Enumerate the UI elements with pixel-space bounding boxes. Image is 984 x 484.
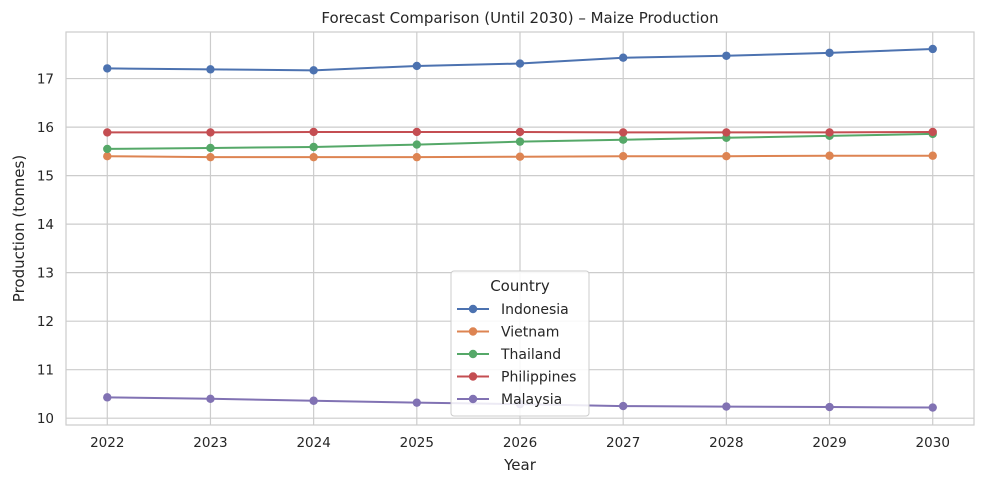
data-point-vietnam xyxy=(103,152,112,161)
legend-item-malaysia: Malaysia xyxy=(457,392,562,408)
data-point-vietnam xyxy=(618,152,628,161)
data-point-indonesia xyxy=(722,51,731,60)
legend-item-thailand: Thailand xyxy=(457,347,561,363)
data-point-indonesia xyxy=(309,66,318,75)
y-tick-label: 13 xyxy=(37,266,54,282)
data-point-thailand xyxy=(103,144,112,154)
legend-items: Indonesia Vietnam Thailand Philippines Malay… xyxy=(457,302,576,408)
y-tick-label: 10 xyxy=(37,411,54,427)
data-point-philippines xyxy=(515,127,525,137)
data-point-malaysia xyxy=(928,403,937,412)
data-point-vietnam xyxy=(928,151,937,160)
y-tick-label: 11 xyxy=(37,363,54,379)
legend-label: Malaysia xyxy=(501,392,562,408)
data-point-philippines xyxy=(722,128,731,137)
data-point-malaysia xyxy=(103,393,112,402)
x-axis-label: Year xyxy=(503,456,537,474)
x-tick-label: 2029 xyxy=(812,435,846,451)
legend-swatch-marker xyxy=(468,349,478,359)
data-point-indonesia xyxy=(825,48,834,58)
y-axis-label: Production (tonnes) xyxy=(10,155,28,302)
legend-label: Thailand xyxy=(500,347,561,363)
x-tick-label: 2025 xyxy=(400,435,434,451)
data-point-indonesia xyxy=(928,44,937,54)
data-point-vietnam xyxy=(825,151,834,160)
x-tick-labels: 2022 2023 2024 2025 2026 2027 2028 2029 2030 xyxy=(90,435,950,451)
data-point-vietnam xyxy=(309,152,318,162)
x-tick-label: 2023 xyxy=(193,435,227,451)
data-point-philippines xyxy=(309,127,318,137)
legend-label: Indonesia xyxy=(501,302,569,318)
data-point-indonesia xyxy=(618,53,628,62)
y-tick-label: 17 xyxy=(37,72,54,88)
data-point-indonesia xyxy=(412,61,422,71)
y-tick-labels: 10 11 12 13 14 15 16 17 xyxy=(37,72,54,428)
legend-item-vietnam: Vietnam xyxy=(457,325,559,341)
data-point-malaysia xyxy=(412,398,422,407)
legend-label: Vietnam xyxy=(501,325,559,341)
legend-title: Country xyxy=(490,277,550,295)
data-point-malaysia xyxy=(206,394,215,403)
legend-label: Philippines xyxy=(501,370,576,386)
data-point-indonesia xyxy=(206,65,215,74)
x-tick-label: 2030 xyxy=(916,435,950,451)
data-point-thailand xyxy=(412,140,422,149)
legend-item-indonesia: Indonesia xyxy=(457,302,569,318)
series-philippines xyxy=(103,127,937,137)
data-point-philippines xyxy=(928,127,937,137)
data-point-vietnam xyxy=(515,152,525,161)
data-point-vietnam xyxy=(206,152,215,162)
data-point-philippines xyxy=(618,128,628,137)
data-point-thailand xyxy=(309,142,318,152)
data-point-philippines xyxy=(206,128,215,137)
data-point-philippines xyxy=(103,128,112,137)
data-point-thailand xyxy=(515,137,525,146)
legend: Country Indonesia Vietnam Thailand Philippi… xyxy=(450,270,590,417)
data-point-thailand xyxy=(618,135,628,144)
plot-frame xyxy=(65,31,975,426)
data-point-malaysia xyxy=(825,402,834,412)
x-tick-label: 2026 xyxy=(503,435,537,451)
legend-swatch-marker xyxy=(468,327,478,336)
series-indonesia xyxy=(103,44,937,75)
legend-item-philippines: Philippines xyxy=(457,370,576,386)
legend-swatch-marker xyxy=(468,394,478,404)
data-point-thailand xyxy=(206,143,215,153)
x-tick-label: 2024 xyxy=(296,435,330,451)
x-tick-label: 2028 xyxy=(709,435,743,451)
chart-title: Forecast Comparison (Until 2030) – Maize… xyxy=(321,9,718,27)
y-tick-label: 16 xyxy=(37,120,54,136)
data-point-malaysia xyxy=(722,402,731,411)
data-point-philippines xyxy=(825,128,834,137)
series-vietnam xyxy=(103,151,937,162)
y-tick-label: 14 xyxy=(37,217,54,233)
legend-box xyxy=(450,270,590,417)
data-point-indonesia xyxy=(515,59,525,68)
legend-swatch-marker xyxy=(468,304,478,314)
legend-swatch-marker xyxy=(468,372,478,381)
data-point-vietnam xyxy=(722,152,731,161)
data-point-philippines xyxy=(412,127,422,137)
series-layer xyxy=(103,44,937,412)
y-tick-label: 12 xyxy=(37,314,54,330)
data-point-indonesia xyxy=(103,64,112,73)
data-point-malaysia xyxy=(618,401,628,411)
data-point-malaysia xyxy=(309,396,318,405)
x-tick-label: 2027 xyxy=(606,435,640,451)
data-point-vietnam xyxy=(412,152,422,162)
x-tick-label: 2022 xyxy=(90,435,124,451)
y-tick-label: 15 xyxy=(37,169,54,185)
